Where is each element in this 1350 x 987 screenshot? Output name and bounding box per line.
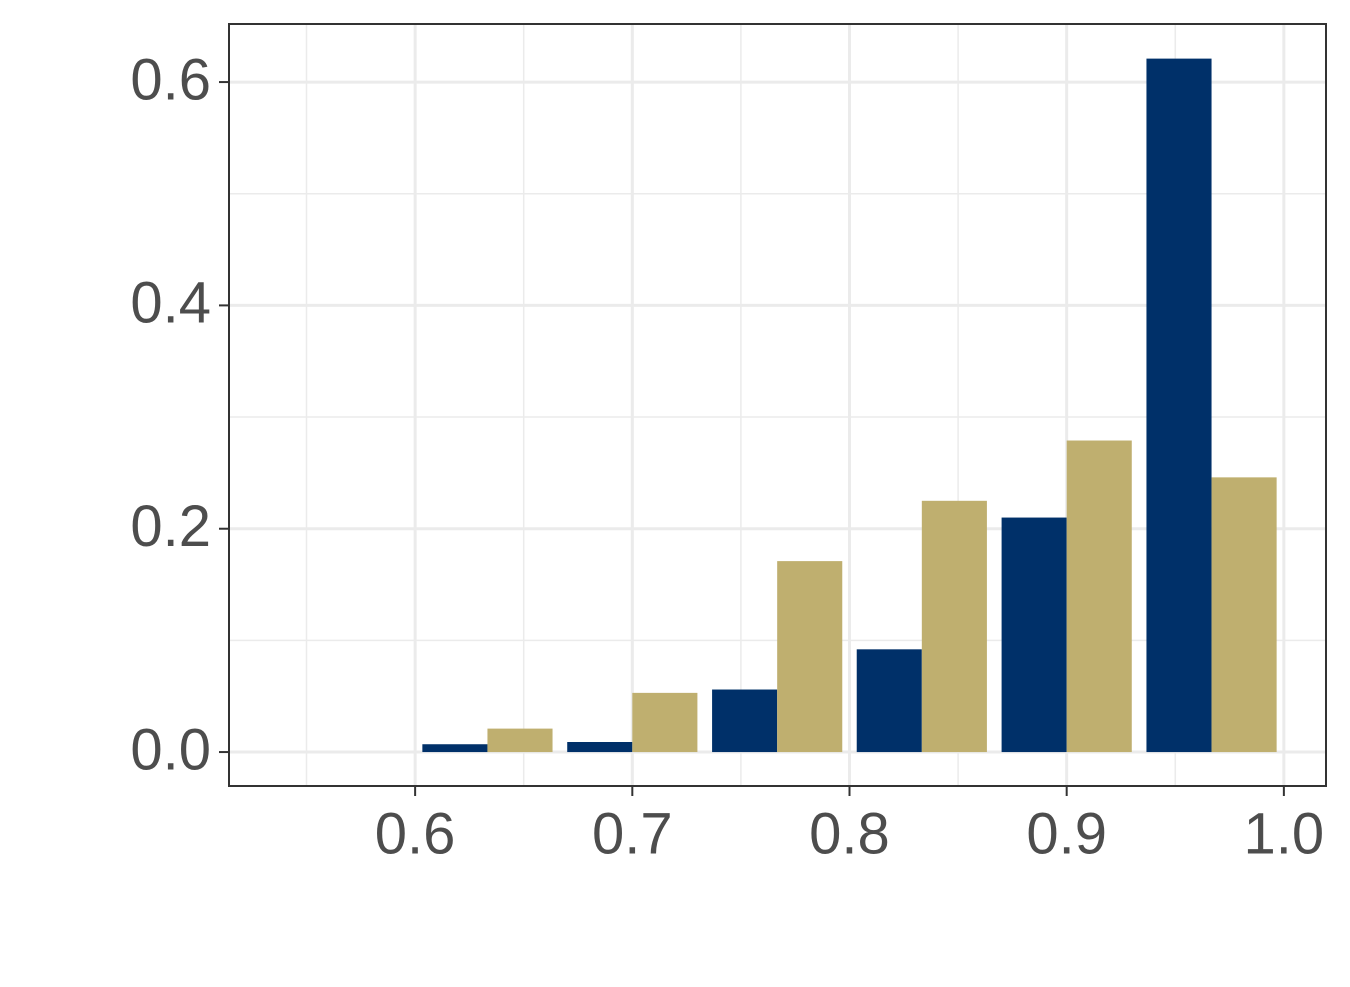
bar <box>856 649 922 753</box>
y-tick-label: 0.0 <box>130 717 211 782</box>
x-tick-label: 0.7 <box>592 801 673 866</box>
bar <box>921 500 987 753</box>
bar <box>632 692 698 753</box>
x-tick-label: 0.6 <box>375 801 456 866</box>
y-tick-label: 0.6 <box>130 47 211 112</box>
bar <box>777 561 843 753</box>
bar <box>487 728 553 753</box>
bar <box>422 744 488 753</box>
bar <box>1146 58 1212 753</box>
x-tick-label: 0.9 <box>1026 801 1107 866</box>
bar <box>1211 477 1277 753</box>
bar <box>712 689 778 753</box>
y-tick-label: 0.4 <box>130 271 211 336</box>
panel-border <box>228 23 1327 787</box>
x-tick-label: 1.0 <box>1244 801 1325 866</box>
x-tick-label: 0.8 <box>809 801 890 866</box>
y-tick-label: 0.2 <box>130 494 211 559</box>
bar <box>567 742 633 753</box>
bar <box>1066 440 1132 753</box>
bar <box>1001 517 1067 753</box>
